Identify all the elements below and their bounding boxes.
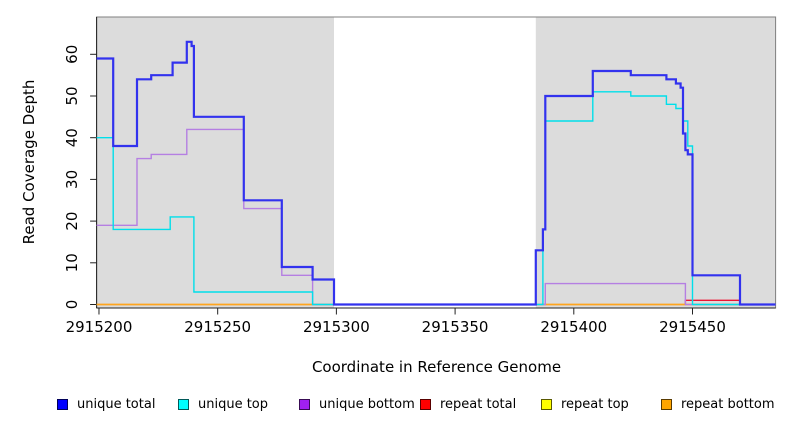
legend-swatch-repeat-top: [541, 398, 552, 410]
coverage-plot: 2915200 2915250 2915300 2915350 2915400 29154…: [63, 16, 777, 336]
legend-label: repeat bottom: [681, 396, 775, 412]
legend-item-unique-top: unique top: [178, 396, 268, 412]
series-unique-bottom: [96, 128, 776, 306]
legend-swatch-unique-top: [178, 398, 189, 410]
series-unique-total: [96, 40, 776, 306]
x-tick-label: 2915300: [303, 318, 370, 336]
legend-label: repeat top: [561, 396, 629, 412]
x-axis-title: Coordinate in Reference Genome: [311, 358, 562, 376]
right-gray-band: [535, 17, 776, 308]
x-tick-label: 2915250: [184, 318, 251, 336]
legend-swatch-unique-total: [57, 398, 68, 410]
legend-label: unique top: [198, 396, 269, 412]
legend-swatch-repeat-bottom: [661, 398, 672, 410]
y-tick-label: 60: [63, 45, 81, 64]
y-tick-label: 40: [63, 128, 81, 147]
left-gray-band: [96, 17, 335, 308]
legend-label: unique bottom: [319, 396, 415, 412]
x-tick-label: 2915400: [540, 318, 607, 336]
y-tick-label: 20: [63, 212, 81, 231]
x-tick-label: 2915200: [66, 318, 133, 336]
legend-item-unique-bottom: unique bottom: [299, 396, 415, 412]
y-tick-label: 50: [63, 86, 81, 105]
y-axis-title: Read Coverage Depth: [20, 79, 38, 245]
legend-item-repeat-total: repeat total: [420, 396, 516, 412]
legend-swatch-unique-bottom: [299, 398, 310, 410]
legend-item-repeat-bottom: repeat bottom: [661, 396, 775, 412]
legend-item-repeat-top: repeat top: [541, 396, 629, 412]
legend-item-unique-total: unique total: [57, 396, 155, 412]
y-tick-label: 10: [63, 253, 81, 272]
y-tick-label: 30: [63, 170, 81, 189]
x-tick-label: 2915450: [659, 318, 726, 336]
x-tick-label: 2915350: [422, 318, 489, 336]
legend-label: unique total: [77, 396, 156, 412]
y-tick-label: 0: [63, 300, 81, 310]
legend-label: repeat total: [440, 396, 517, 412]
legend-swatch-repeat-total: [420, 398, 431, 410]
series-unique-top: [96, 91, 776, 306]
